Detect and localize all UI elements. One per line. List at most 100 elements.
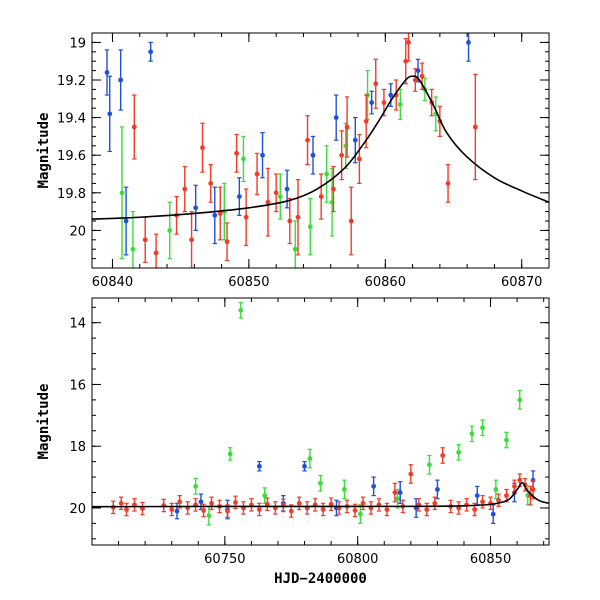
top-blue-point bbox=[333, 94, 339, 141]
bottom-green-point bbox=[318, 474, 323, 492]
bottom-blue-point bbox=[302, 461, 307, 472]
top-red-point bbox=[224, 222, 230, 262]
bottom-green-point bbox=[262, 487, 268, 504]
top-red-point bbox=[295, 179, 301, 256]
bottom-red-point bbox=[118, 496, 124, 511]
top-red-point bbox=[445, 164, 451, 203]
bottom-red-point bbox=[440, 447, 446, 464]
bottom-green-point bbox=[193, 478, 199, 495]
top-axis-ticks bbox=[92, 32, 550, 269]
bottom-green-point bbox=[342, 479, 347, 500]
bottom-blue-point bbox=[413, 498, 419, 518]
top-red-point bbox=[373, 58, 379, 109]
bottom-green-point bbox=[504, 431, 509, 449]
top-y-tick-label: 19.4 bbox=[57, 112, 86, 127]
top-blue-point bbox=[193, 184, 199, 231]
top-red-point bbox=[189, 211, 194, 268]
top-red-point bbox=[403, 38, 409, 85]
bottom-red-point bbox=[320, 502, 326, 517]
bottom-green-point bbox=[456, 444, 462, 461]
bottom-red-point bbox=[368, 501, 374, 515]
top-x-tick-label: 60840 bbox=[92, 275, 133, 290]
top-red-point bbox=[254, 152, 260, 196]
top-y-axis-label: Magnitude bbox=[36, 113, 52, 189]
top-green-point bbox=[241, 135, 246, 183]
top-model-curve bbox=[92, 75, 549, 220]
top-tick-labels: 60840 60850 60860 60870 19 19.2 19.4 19.6 19.8 20 bbox=[57, 36, 542, 290]
bottom-red-point bbox=[408, 464, 414, 484]
top-red-point bbox=[234, 133, 240, 173]
top-blue-point bbox=[148, 41, 154, 62]
bottom-y-tick-label: 20 bbox=[69, 502, 86, 517]
bottom-green-point bbox=[427, 454, 432, 475]
top-red-point bbox=[393, 79, 399, 111]
bottom-red-point bbox=[328, 497, 334, 512]
bottom-red-point bbox=[296, 496, 302, 511]
top-red-point bbox=[217, 186, 223, 241]
top-blue-point bbox=[107, 75, 113, 153]
bottom-red-point bbox=[241, 501, 246, 515]
bottom-red-point bbox=[169, 502, 175, 517]
top-y-tick-label: 19.2 bbox=[57, 74, 86, 89]
top-panel-light-curve: 60840 60850 60860 60870 19 19.2 19.4 19.6 19.8 20… bbox=[36, 32, 550, 290]
bottom-green-point bbox=[469, 425, 475, 443]
bottom-green-point bbox=[493, 479, 499, 500]
bottom-green-point bbox=[238, 302, 244, 319]
top-x-tick-label: 60870 bbox=[501, 275, 542, 290]
bottom-red-point bbox=[185, 501, 191, 515]
top-y-tick-label: 19.6 bbox=[57, 149, 86, 164]
top-red-point bbox=[200, 122, 205, 173]
top-red-point bbox=[142, 216, 148, 263]
bottom-plot-frame bbox=[91, 297, 550, 546]
bottom-red-point bbox=[528, 485, 533, 506]
top-blue-point bbox=[466, 33, 471, 62]
bottom-red-point bbox=[384, 502, 390, 517]
top-blue-point bbox=[212, 186, 218, 245]
bottom-x-tick-label: 60750 bbox=[204, 552, 245, 567]
bottom-red-point bbox=[480, 495, 485, 509]
bottom-model-curve bbox=[92, 481, 549, 508]
top-green-point bbox=[292, 220, 298, 268]
bottom-red-point bbox=[256, 502, 262, 517]
bottom-data-points bbox=[110, 302, 536, 526]
bottom-blue-point bbox=[490, 504, 496, 524]
top-red-point bbox=[182, 165, 188, 213]
top-green-point bbox=[277, 173, 283, 220]
top-green-point bbox=[130, 211, 136, 268]
top-x-tick-label: 60850 bbox=[228, 275, 269, 290]
bottom-y-tick-label: 14 bbox=[69, 317, 86, 332]
bottom-red-point bbox=[124, 502, 129, 517]
bottom-panel-light-curve: 60750 60800 60850 14 16 18 20 Magnitude HJD−24… bbox=[36, 297, 550, 587]
top-red-point bbox=[412, 68, 418, 92]
bottom-blue-point bbox=[256, 461, 262, 472]
bottom-green-point bbox=[227, 447, 233, 461]
bottom-red-point bbox=[312, 498, 318, 512]
top-blue-point bbox=[388, 83, 394, 107]
top-blue-point bbox=[118, 49, 124, 111]
bottom-red-point bbox=[336, 501, 342, 515]
bottom-red-point bbox=[376, 498, 382, 512]
top-blue-point bbox=[123, 186, 129, 256]
bottom-red-point bbox=[280, 498, 286, 513]
bottom-y-axis-label: Magnitude bbox=[36, 384, 52, 460]
bottom-green-point bbox=[307, 448, 313, 469]
top-red-point bbox=[344, 96, 350, 158]
bottom-y-tick-label: 18 bbox=[69, 440, 86, 455]
top-red-point bbox=[305, 115, 310, 166]
bottom-green-point bbox=[357, 504, 363, 524]
top-red-point bbox=[348, 186, 354, 256]
bottom-red-point bbox=[249, 498, 254, 512]
top-blue-point bbox=[310, 135, 316, 175]
bottom-red-point bbox=[304, 501, 310, 515]
top-red-point bbox=[208, 164, 214, 203]
bottom-blue-point bbox=[371, 476, 377, 497]
bottom-red-point bbox=[488, 496, 493, 511]
bottom-y-tick-label: 16 bbox=[69, 378, 86, 393]
top-green-point bbox=[119, 126, 125, 260]
bottom-axis-ticks bbox=[91, 298, 549, 545]
top-red-point bbox=[472, 73, 478, 181]
top-blue-point bbox=[260, 132, 265, 179]
bottom-green-point bbox=[517, 390, 523, 410]
bottom-red-point bbox=[496, 493, 501, 508]
